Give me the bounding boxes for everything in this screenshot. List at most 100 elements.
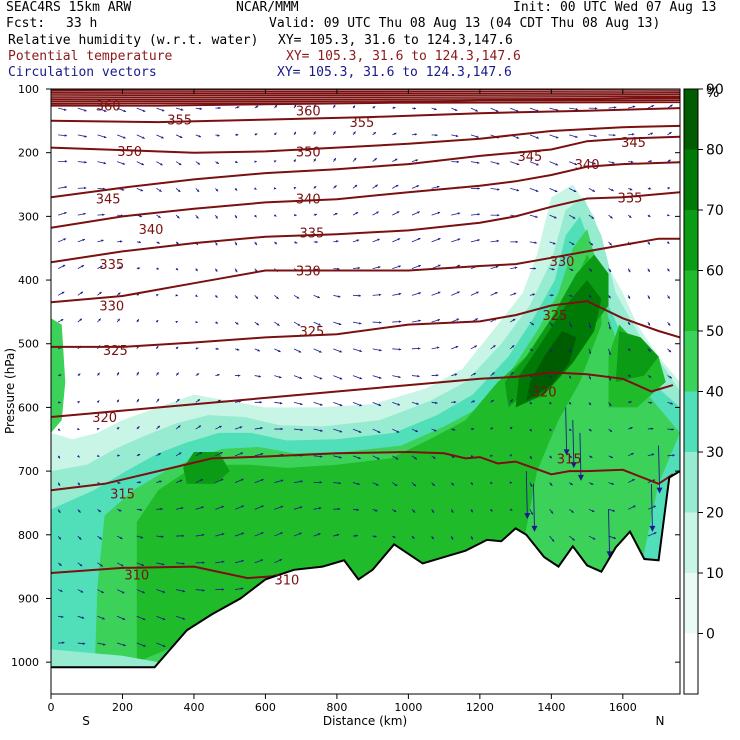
- theta-isoline-upper-123: [51, 101, 680, 105]
- vector-head-192: [235, 322, 239, 325]
- theta-isoline-315: [51, 450, 674, 492]
- vector-head-90: [137, 267, 141, 270]
- vector-head-115: [156, 372, 159, 375]
- vector-head-84: [142, 109, 146, 112]
- x-tick-label-200: 200: [112, 701, 133, 714]
- vector-head-42: [103, 109, 107, 112]
- vector-head-282: [339, 350, 342, 353]
- vector-head-40: [81, 616, 85, 619]
- vector-head-343: [415, 159, 419, 162]
- vector-head-276: [334, 185, 337, 188]
- vector-head-554: [651, 453, 655, 456]
- vector-head-34: [77, 455, 80, 458]
- vector-head-169: [215, 216, 218, 219]
- vector-head-510: [612, 161, 615, 164]
- axes: 100 200 300 400 500 600 700 800 900 1000 0 200 400 60…: [11, 83, 680, 714]
- vector-head-82: [122, 617, 126, 620]
- vector-head-190: [234, 269, 238, 273]
- vector-head-422: [490, 454, 493, 458]
- vector-head-394: [476, 161, 480, 164]
- vector-head-75: [116, 427, 120, 430]
- vector-head-570: [671, 428, 674, 431]
- terrain-layer: [51, 470, 680, 694]
- theta-isoline-upper-111: [51, 93, 680, 97]
- theta-isoline-upper-108: [51, 92, 680, 95]
- theta-label-11: 330: [550, 255, 575, 270]
- vector-head-525: [632, 105, 636, 108]
- vector-head-137: [177, 398, 180, 402]
- vector-head-124: [162, 617, 166, 621]
- vector-head-44: [103, 161, 107, 165]
- vector-head-408: [470, 536, 473, 540]
- vector-head-528: [629, 188, 633, 191]
- vector-head-423: [489, 481, 493, 484]
- theta-label-4: 320: [92, 411, 117, 426]
- vector-head-94: [136, 371, 139, 375]
- vector-head-472: [550, 511, 554, 514]
- vector-head-194: [238, 374, 241, 377]
- vector-head-433: [512, 318, 516, 322]
- vector-head-278: [336, 240, 339, 243]
- theta-isoline-upper-117: [51, 97, 680, 101]
- vector-head-480: [570, 268, 574, 271]
- vector-head-12: [57, 428, 61, 431]
- vector-head-486: [568, 428, 572, 431]
- vector-head-32: [77, 401, 80, 404]
- vector-head-255: [299, 532, 302, 535]
- vector-head-52: [97, 372, 100, 376]
- theta-label-16: 340: [296, 193, 321, 208]
- vector-head-126: [180, 108, 184, 111]
- vector-head-465: [550, 323, 553, 327]
- vector-head-490: [572, 538, 575, 541]
- vector-head-351: [417, 374, 420, 378]
- vector-head-324: [393, 106, 396, 110]
- vector-head-78: [118, 509, 122, 512]
- vector-head-442: [536, 136, 539, 139]
- vector-head-238: [279, 559, 283, 562]
- vector-head-375: [454, 108, 458, 111]
- vector-head-328: [396, 211, 400, 214]
- vector-head-211: [256, 322, 259, 326]
- vector-head-125: [162, 644, 166, 647]
- vector-head-295: [356, 239, 360, 242]
- vector-head-364: [438, 264, 441, 267]
- vector-head-242: [293, 187, 297, 190]
- vector-head-362: [437, 211, 441, 215]
- vector-head-317: [378, 376, 382, 379]
- vector-head-281: [338, 322, 342, 326]
- theta-contour-labels: 310 310 315 315 320 320 325 325 325 330 330 330 335 3…: [92, 100, 646, 589]
- theta-label-21: 350: [117, 145, 142, 160]
- vector-head-156: [196, 373, 200, 376]
- vector-head-29: [79, 318, 83, 322]
- vector-head-314: [378, 293, 382, 297]
- vector-head-377: [456, 160, 460, 164]
- vector-head-15: [58, 510, 61, 513]
- vector-head-495: [591, 216, 594, 219]
- vector-head-365: [437, 291, 441, 295]
- vector-head-177: [219, 425, 222, 429]
- vector-head-526: [631, 133, 635, 136]
- vector-head-289: [336, 533, 340, 537]
- colorbar-label-30: 30: [706, 445, 724, 461]
- vector-head-27: [81, 265, 84, 268]
- vector-head-103: [142, 617, 146, 621]
- strong-vector-head-2: [563, 449, 570, 456]
- vector-head-25: [83, 212, 86, 216]
- vector-head-431: [514, 266, 518, 270]
- vector-head-370: [433, 429, 437, 432]
- vector-head-73: [116, 372, 119, 375]
- vector-head-373: [431, 510, 435, 513]
- vector-head-81: [121, 591, 125, 594]
- vector-head-154: [195, 320, 198, 324]
- vector-head-193: [236, 348, 240, 351]
- vector-head-57: [98, 509, 101, 513]
- vector-head-197: [240, 452, 244, 455]
- vector-head-292: [353, 158, 357, 161]
- vector-head-508: [613, 106, 617, 109]
- vector-head-219: [260, 532, 264, 535]
- vector-head-139: [178, 452, 182, 455]
- vector-head-121: [161, 535, 164, 538]
- vector-head-379: [457, 212, 461, 215]
- vector-head-534: [627, 348, 631, 351]
